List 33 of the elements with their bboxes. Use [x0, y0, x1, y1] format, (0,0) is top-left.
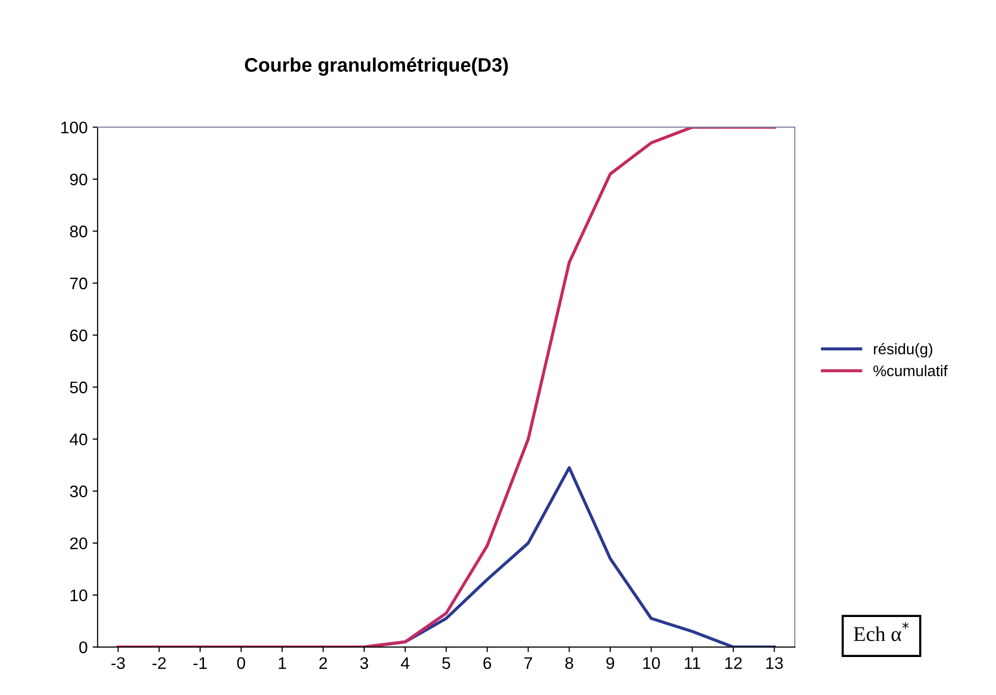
y-tick-label: 70 — [70, 278, 88, 290]
line-series — [116, 127, 776, 648]
y-tick-label: 10 — [70, 589, 88, 602]
y-tick-label: 0 — [79, 641, 88, 654]
y-tick-label: 60 — [70, 330, 88, 342]
x-tick-label: 9 — [606, 657, 614, 670]
x-tick-label: 3 — [360, 657, 368, 670]
chart-title: Courbe granulométrique(D3) — [244, 57, 508, 76]
legend-label: %cumulatif — [873, 365, 948, 376]
y-tick-label: 20 — [70, 537, 88, 550]
x-tick-label: 12 — [725, 657, 742, 669]
y-tick-label: 90 — [70, 174, 88, 186]
x-tick-label: 8 — [565, 657, 574, 670]
text: Ech α$^{*}$ — [854, 622, 909, 642]
y-tick-label: 80 — [70, 226, 88, 238]
x-tick-label: 6 — [483, 657, 492, 670]
legend-label: résidu(g) — [874, 342, 932, 358]
x-tick-label: 10 — [643, 657, 660, 670]
x-tick-label: -1 — [193, 657, 207, 669]
x-tick-label: 1 — [278, 657, 286, 669]
x-tick-label: 2 — [319, 657, 327, 669]
y-tick-label: 100 — [61, 122, 88, 134]
x-tick-label: -3 — [111, 657, 125, 670]
x-tick-label: -2 — [152, 657, 166, 669]
x-tick-label: 5 — [442, 657, 450, 670]
y-tick-label: 50 — [70, 382, 88, 394]
x-tick-label: 13 — [766, 657, 783, 670]
x-tick-label: 11 — [684, 657, 700, 669]
y-tick-label: 40 — [70, 434, 88, 446]
x-tick-label: 7 — [524, 657, 532, 669]
x-tick-label: 0 — [237, 657, 246, 670]
y-tick-label: 30 — [70, 485, 88, 498]
x-tick-label: 4 — [400, 657, 410, 669]
